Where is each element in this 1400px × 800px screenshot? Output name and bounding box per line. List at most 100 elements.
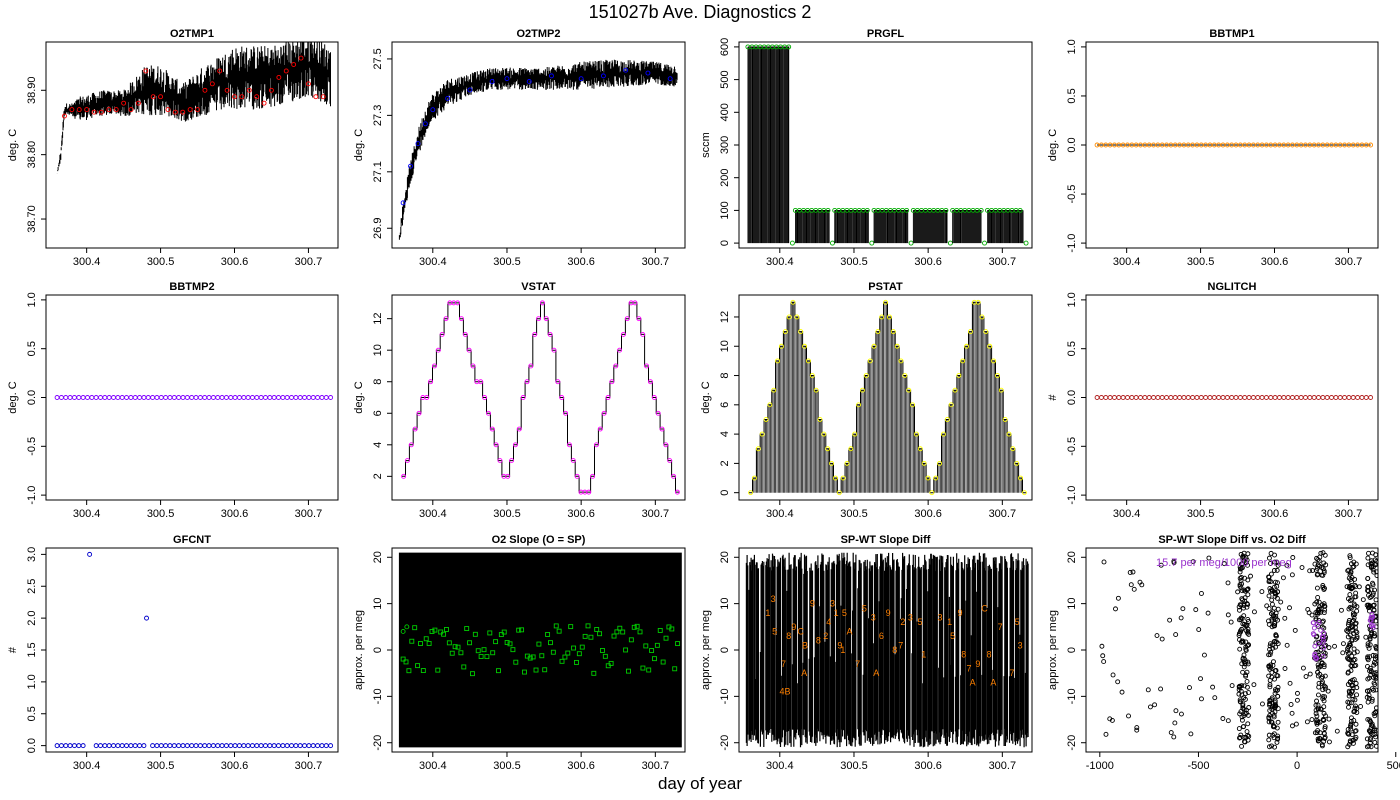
scatter-point bbox=[1127, 570, 1133, 575]
data-point bbox=[320, 94, 326, 100]
scatter-point bbox=[1266, 732, 1272, 738]
scatter-point bbox=[1282, 615, 1288, 621]
slope-point bbox=[602, 653, 608, 659]
data-point bbox=[798, 329, 804, 335]
scatter-point bbox=[1110, 672, 1116, 678]
scatter-point bbox=[1128, 582, 1134, 588]
scatter-point bbox=[1349, 597, 1355, 603]
x-tick-label: 300.5 bbox=[147, 760, 175, 772]
data-point bbox=[852, 431, 858, 437]
scatter-point bbox=[1351, 677, 1357, 683]
scatter-point bbox=[1266, 652, 1272, 658]
slope-point bbox=[600, 648, 605, 653]
scatter-point bbox=[1372, 562, 1378, 568]
data-point bbox=[315, 743, 321, 749]
highlight-point bbox=[1312, 643, 1318, 649]
data-point bbox=[1259, 395, 1265, 400]
data-point bbox=[1290, 395, 1295, 400]
data-point bbox=[1112, 395, 1117, 400]
data-point bbox=[1002, 417, 1008, 422]
scatter-point bbox=[1356, 584, 1362, 590]
data-point bbox=[1023, 240, 1029, 246]
scatter-point bbox=[1372, 682, 1378, 687]
slope-point bbox=[527, 655, 533, 661]
scatter-point bbox=[1354, 604, 1360, 610]
x-tick-label: 300.6 bbox=[914, 760, 942, 772]
y-tick-label: 2.0 bbox=[26, 610, 38, 625]
plot-area bbox=[748, 299, 1027, 496]
scatter-point bbox=[1236, 684, 1242, 690]
scatter-point bbox=[1239, 714, 1245, 720]
cycle-label: 8 bbox=[986, 650, 991, 660]
slope-point bbox=[464, 626, 470, 632]
scatter-point bbox=[1290, 555, 1296, 560]
data-series-line bbox=[56, 42, 331, 174]
scatter-point bbox=[1274, 567, 1280, 573]
scatter-point bbox=[1275, 673, 1281, 679]
data-point bbox=[856, 402, 862, 408]
data-point bbox=[1229, 395, 1235, 400]
slope-point bbox=[496, 668, 501, 674]
scatter-point bbox=[1371, 670, 1377, 676]
data-point bbox=[246, 87, 252, 93]
cycle-label: 3 bbox=[938, 613, 943, 623]
scatter-point bbox=[1368, 719, 1373, 725]
data-point bbox=[748, 490, 754, 496]
scatter-point bbox=[1244, 729, 1250, 735]
scatter-point bbox=[1145, 687, 1151, 693]
data-point bbox=[415, 141, 421, 147]
scatter-point bbox=[1267, 744, 1272, 750]
scatter-point bbox=[1238, 732, 1244, 738]
data-point bbox=[167, 743, 173, 749]
scatter-point bbox=[1353, 680, 1359, 686]
y-tick-label: 100 bbox=[719, 201, 731, 219]
scatter-point bbox=[1243, 735, 1249, 741]
data-point bbox=[1329, 395, 1334, 400]
scatter-point bbox=[1363, 634, 1369, 640]
slope-point bbox=[409, 638, 415, 644]
slope-point bbox=[403, 659, 409, 665]
scatter-point bbox=[1348, 605, 1354, 611]
data-point bbox=[401, 473, 407, 479]
scatter-point bbox=[1238, 699, 1243, 705]
scatter-point bbox=[1315, 595, 1321, 600]
data-point bbox=[651, 395, 657, 400]
scatter-point bbox=[1318, 706, 1324, 712]
scatter-point bbox=[1266, 715, 1272, 721]
data-point bbox=[671, 473, 677, 479]
data-point bbox=[1246, 395, 1252, 400]
data-point bbox=[910, 402, 916, 408]
data-point bbox=[982, 240, 987, 246]
x-tick-label: 300.6 bbox=[1261, 256, 1289, 268]
slope-point bbox=[672, 666, 678, 672]
scatter-point bbox=[1365, 562, 1371, 568]
plot-area bbox=[401, 300, 680, 495]
scatter-point bbox=[1180, 606, 1186, 612]
scatter-point bbox=[1244, 679, 1250, 684]
slope-point bbox=[548, 640, 553, 646]
data-point bbox=[600, 73, 606, 79]
data-point bbox=[1017, 207, 1023, 213]
x-tick-label: 300.7 bbox=[989, 760, 1017, 772]
data-point bbox=[956, 373, 962, 378]
data-point bbox=[917, 446, 923, 452]
scatter-point bbox=[1236, 632, 1242, 638]
data-point bbox=[964, 343, 970, 349]
data-point bbox=[258, 395, 264, 400]
slope-point bbox=[530, 654, 536, 660]
y-tick-label: 12 bbox=[719, 311, 731, 323]
data-point bbox=[93, 395, 99, 400]
scatter-point bbox=[1159, 636, 1165, 642]
data-point bbox=[1359, 395, 1365, 400]
data-point bbox=[1285, 395, 1291, 400]
slope-diff-trace bbox=[745, 552, 1029, 748]
data-point bbox=[528, 363, 534, 369]
scatter-point bbox=[1312, 730, 1318, 736]
scatter-point bbox=[1289, 723, 1295, 729]
scatter-point bbox=[1241, 605, 1246, 611]
scatter-point bbox=[1269, 597, 1275, 603]
scatter-point bbox=[1317, 563, 1322, 569]
y-tick-label: 38.70 bbox=[26, 205, 38, 233]
scatter-point bbox=[1172, 720, 1178, 726]
scatter-point bbox=[1275, 606, 1281, 612]
